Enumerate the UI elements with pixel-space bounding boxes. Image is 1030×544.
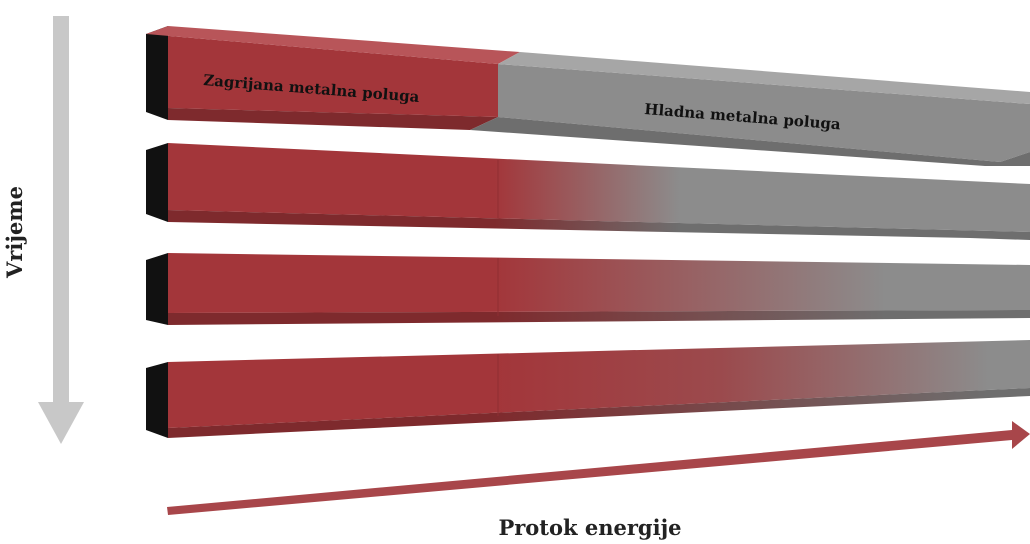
time-axis-label: Vrijeme: [2, 186, 27, 279]
energy-flow-arrow: [167, 421, 1030, 515]
metal-bar-stage-4: [146, 340, 1030, 438]
time-arrow: [38, 16, 84, 444]
metal-bar-stage-2: [146, 143, 1030, 240]
metal-bar-stage-3: [146, 253, 1030, 325]
metal-bar-stage-1: [146, 26, 1030, 166]
energy-axis-label: Protok energije: [498, 515, 681, 540]
